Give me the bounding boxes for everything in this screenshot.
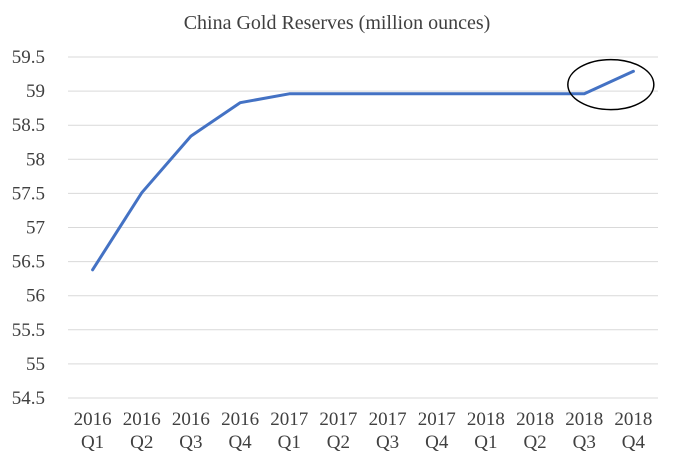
chart-title: China Gold Reserves (million ounces) [184,12,491,34]
x-axis-tick-labels: 2016Q12016Q22016Q32016Q42017Q12017Q22017… [74,409,653,453]
x-tick-label-line: 2017 [319,409,357,430]
x-tick-label-line: Q4 [622,432,646,453]
y-tick-label: 55.5 [12,320,45,341]
x-tick-label-line: 2018 [467,409,505,430]
x-tick-label-line: Q1 [278,432,301,453]
y-tick-label: 57.5 [12,183,45,204]
x-tick-label-line: 2017 [270,409,308,430]
x-tick-label-line: 2016 [74,409,112,430]
annotation-layer [567,58,655,111]
y-tick-label: 56 [26,286,45,307]
series-layer [91,69,635,272]
x-tick-label-line: Q2 [523,432,546,453]
x-tick-label-line: Q3 [376,432,399,453]
x-tick-label-line: Q1 [474,432,497,453]
x-tick-label-line: 2016 [221,409,259,430]
y-tick-label: 56.5 [12,252,45,273]
series-line [91,69,635,272]
x-tick-label-line: Q3 [573,432,596,453]
x-tick-label-line: Q3 [179,432,202,453]
x-tick-label-line: 2018 [614,409,652,430]
y-tick-label: 57 [26,218,45,239]
y-tick-label: 54.5 [12,388,45,409]
x-tick-label-line: 2018 [516,409,554,430]
x-tick-label-line: 2016 [123,409,161,430]
y-tick-label: 59.5 [12,47,45,68]
x-tick-label-line: 2018 [565,409,603,430]
x-tick-label-line: Q2 [130,432,153,453]
y-tick-label: 55 [26,354,45,375]
x-tick-label-line: Q4 [228,432,252,453]
highlight-ellipse [567,58,655,111]
x-tick-label-line: Q1 [81,432,104,453]
y-tick-label: 58 [26,149,45,170]
x-tick-label-line: 2016 [172,409,210,430]
y-axis-tick-labels: 54.5 55 55.5 56 56.5 57 57.5 58 58.5 59 59.5 [12,47,45,409]
x-tick-label-line: Q4 [425,432,449,453]
gridlines [68,56,658,399]
x-tick-label-line: 2017 [418,409,456,430]
x-tick-label-line: Q2 [327,432,350,453]
y-tick-label: 58.5 [12,115,45,136]
x-tick-label-line: 2017 [369,409,407,430]
y-tick-label: 59 [26,81,45,102]
